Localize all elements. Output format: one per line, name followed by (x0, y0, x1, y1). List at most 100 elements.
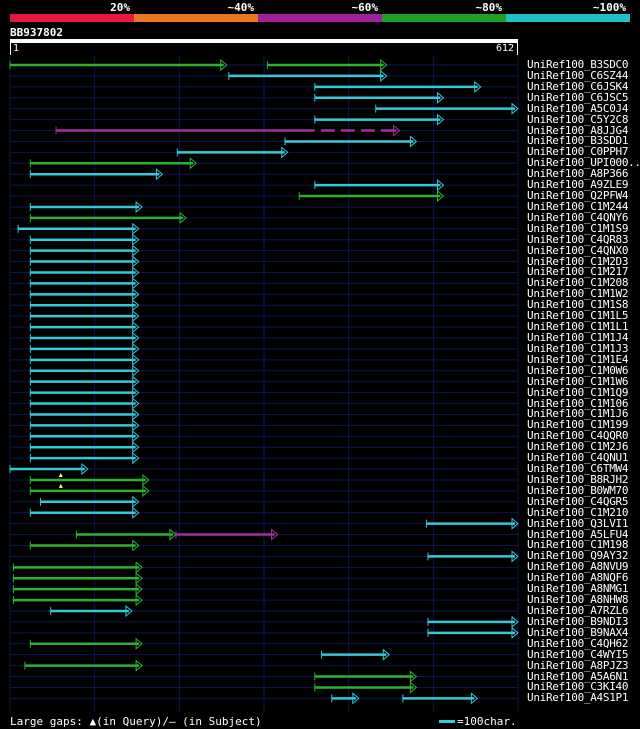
hit-label[interactable]: UniRef100_C1M210 (527, 505, 629, 519)
hit-label[interactable]: UniRef100_C6JSK4 (527, 79, 629, 93)
hit-label[interactable]: UniRef100_C1M1J4 (527, 331, 629, 344)
hit-label[interactable]: UniRef100_A5C0J4 (527, 101, 629, 115)
hit-label[interactable]: UniRef100_C1M2J6 (527, 440, 629, 454)
hit-label[interactable]: UniRef100_B8RJH2 (527, 472, 629, 486)
hit-arrowhead (132, 321, 140, 334)
hit-label[interactable]: UniRef100_C1M208 (527, 276, 629, 290)
hit-arrowhead (511, 626, 519, 639)
hit-label[interactable]: UniRef100_C4QH62 (527, 636, 629, 650)
hit-label[interactable]: UniRef100_Q2PFW4 (527, 189, 629, 203)
hit-label[interactable]: UniRef100_C1M1J3 (527, 341, 629, 355)
hit-label[interactable]: UniRef100_A8P366 (527, 167, 629, 181)
hit-label[interactable]: UniRef100_B9NAX4 (527, 625, 629, 639)
hit-arrowhead (132, 386, 140, 399)
query-gap-mark (58, 483, 63, 488)
hit-label[interactable]: UniRef100_C4QQR0 (527, 429, 629, 443)
hit-label[interactable]: UniRef100_A9ZLE9 (527, 178, 629, 192)
hit-arrowhead (511, 517, 519, 530)
scale-label: =100char. (457, 715, 517, 728)
hit-label[interactable]: UniRef100_C1M1Q9 (527, 385, 629, 399)
hit-arrowhead (132, 353, 140, 366)
hit-label[interactable]: UniRef100_C1M0W6 (527, 363, 629, 377)
hit-label[interactable]: UniRef100_C1M1L5 (527, 309, 629, 323)
hit-label[interactable]: UniRef100_C1M244 (527, 199, 629, 213)
hit-label[interactable]: UniRef100_C1M1J6 (527, 407, 629, 421)
hit-label[interactable]: UniRef100_C1M1S9 (527, 221, 629, 235)
query-ruler: 1 612 (10, 43, 518, 55)
query-bar (10, 39, 518, 43)
hit-label[interactable]: UniRef100_C0PPH7 (527, 145, 629, 159)
hit-label[interactable]: UniRef100_B3SDD1 (527, 134, 629, 148)
hit-label[interactable]: UniRef100_C4QNY6 (527, 210, 629, 224)
hit-label[interactable]: UniRef100_A5LFU4 (527, 527, 629, 541)
hit-label[interactable]: UniRef100_A8NVU9 (527, 560, 629, 574)
hit-arrowhead (132, 452, 140, 465)
hit-arrowhead (409, 681, 418, 694)
hit-arrowhead (132, 342, 140, 355)
legend-label: ~60% (351, 1, 379, 14)
hit-label[interactable]: UniRef100_B3SDC0 (527, 58, 629, 71)
hit-label[interactable]: UniRef100_C5Y2C8 (527, 112, 629, 126)
hit-label[interactable]: UniRef100_C1M1W6 (527, 374, 629, 388)
hit-label[interactable]: UniRef100_C1M199 (527, 418, 629, 432)
ruler-start-label: 1 (13, 43, 20, 54)
hit-label[interactable]: UniRef100_C4WYI5 (527, 647, 629, 661)
hit-arrowhead (132, 222, 140, 235)
hit-arrowhead (132, 288, 140, 301)
hit-label[interactable]: UniRef100_C3KI40 (527, 680, 629, 694)
hit-label[interactable]: UniRef100_C1M106 (527, 396, 629, 410)
hit-label[interactable]: UniRef100_C1M1W2 (527, 287, 629, 301)
hit-label[interactable]: UniRef100_A7RZL6 (527, 604, 629, 617)
hit-label[interactable]: UniRef100_Q3LVI1 (527, 516, 629, 530)
hit-arrowhead (132, 364, 140, 377)
hit-arrowhead (132, 331, 140, 345)
legend-segment (10, 14, 134, 22)
identity-legend-bar (10, 14, 630, 22)
hit-arrowhead (132, 506, 140, 519)
hit-label[interactable]: UniRef100_A4S1P1 (527, 691, 629, 705)
hit-arrowhead (135, 637, 143, 650)
hit-label[interactable]: UniRef100_B0WM70 (527, 483, 629, 497)
legend-segment (258, 14, 382, 22)
hit-label[interactable]: UniRef100_C4QR83 (527, 232, 629, 246)
legend-label: ~80% (475, 1, 503, 14)
hit-label[interactable]: UniRef100_C1M198 (527, 538, 629, 552)
hit-arrowhead (132, 495, 140, 508)
hit-label[interactable]: UniRef100_C1M1E4 (527, 352, 629, 366)
hit-arrowhead (436, 91, 445, 104)
hit-label[interactable]: UniRef100_C6SZ44 (527, 68, 629, 82)
hit-label[interactable]: UniRef100_A8NMG1 (527, 582, 629, 596)
hit-label[interactable]: UniRef100_A5A6N1 (527, 669, 629, 683)
hit-label[interactable]: UniRef100_C1M1L1 (527, 320, 629, 334)
hit-label[interactable]: UniRef100_A8JJG4 (527, 123, 629, 137)
hit-arrowhead (409, 670, 418, 683)
hit-label[interactable]: UniRef100_C1M1S8 (527, 298, 629, 312)
hit-label[interactable]: UniRef100_C1M217 (527, 265, 629, 279)
hit-arrowhead (271, 528, 279, 541)
hit-label[interactable]: UniRef100_UPI000.. (527, 156, 640, 170)
hit-label[interactable]: UniRef100_C6TMW4 (527, 462, 629, 476)
hit-arrowhead (511, 615, 519, 628)
hit-arrowhead (436, 179, 445, 192)
hit-label[interactable]: UniRef100_C6JSC5 (527, 90, 629, 104)
hit-label[interactable]: UniRef100_A8NHW8 (527, 593, 629, 607)
hit-label[interactable]: UniRef100_A8NQF6 (527, 571, 629, 585)
hit-label[interactable]: UniRef100_Q9AY32 (527, 549, 629, 563)
hit-arrowhead (132, 408, 140, 421)
hit-arrowhead (135, 200, 143, 214)
hit-label[interactable]: UniRef100_A8PJZ3 (527, 658, 629, 672)
hit-arrowhead (511, 102, 519, 115)
query-id: BB937802 (10, 26, 63, 39)
hit-arrowhead (132, 397, 140, 410)
hit-label[interactable]: UniRef100_C4QNX0 (527, 243, 629, 257)
hit-label[interactable]: UniRef100_C4QNU1 (527, 451, 629, 465)
hit-arrowhead (155, 168, 164, 181)
hit-label[interactable]: UniRef100_C1M2D3 (527, 254, 629, 268)
hit-arrowhead (352, 692, 360, 705)
hit-label[interactable]: UniRef100_C4QGR5 (527, 494, 629, 508)
hit-arrowhead (132, 244, 140, 257)
hit-label[interactable]: UniRef100_B9NDI3 (527, 614, 629, 628)
hit-arrowhead (132, 441, 140, 454)
hit-arrowhead (132, 299, 140, 312)
